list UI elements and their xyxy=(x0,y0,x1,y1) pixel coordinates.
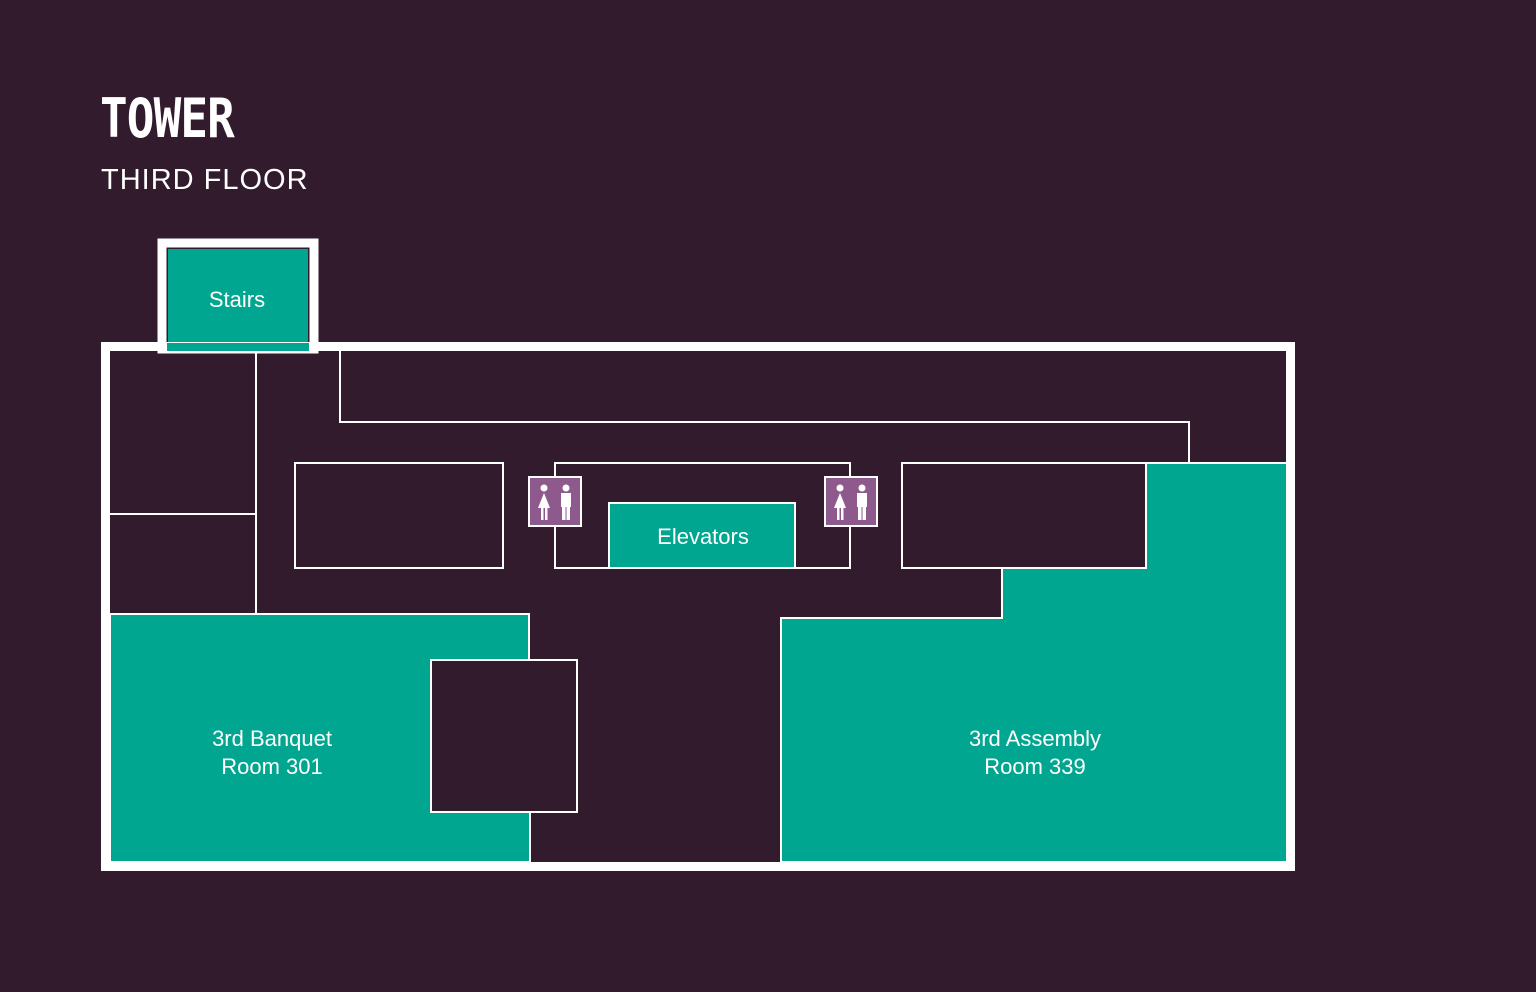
assembly-label-line2: Room 339 xyxy=(984,754,1086,779)
restroom-icon[interactable] xyxy=(528,476,582,527)
building-outline-top xyxy=(101,342,1295,871)
room-banquet-annex[interactable] xyxy=(430,659,578,813)
stairs-room[interactable] xyxy=(168,249,308,349)
elevators-room[interactable] xyxy=(608,502,796,569)
stairs-label: Stairs xyxy=(209,287,265,312)
banquet-label-line2: Room 301 xyxy=(221,754,323,779)
building-title: TOWER xyxy=(100,87,235,150)
stairs-opening xyxy=(167,343,309,351)
assembly-label-line1: 3rd Assembly xyxy=(969,726,1101,751)
room-middle-right[interactable] xyxy=(901,462,1147,569)
room-middle-left[interactable] xyxy=(294,462,504,569)
floor-subtitle: THIRD FLOOR xyxy=(101,164,309,196)
elevators-label: Elevators xyxy=(657,524,749,549)
restroom-icon[interactable] xyxy=(824,476,878,527)
banquet-label-line1: 3rd Banquet xyxy=(212,726,332,751)
corridor-wall xyxy=(339,350,1190,463)
